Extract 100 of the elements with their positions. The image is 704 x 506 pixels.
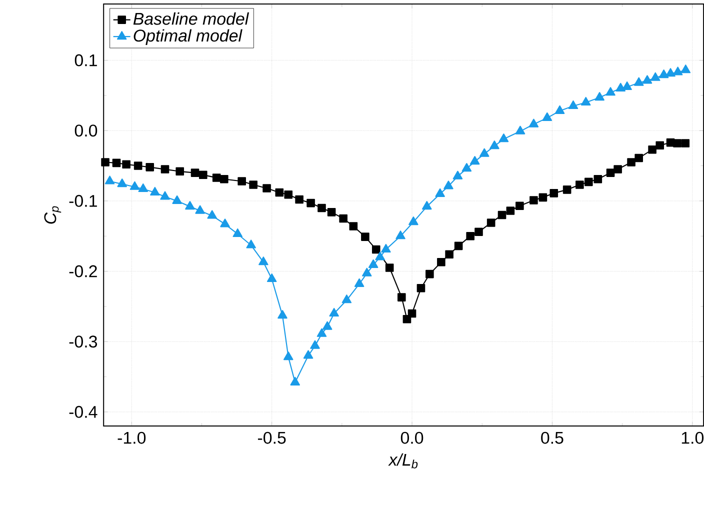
point	[284, 190, 293, 199]
y-tick-label: -0.4	[69, 406, 98, 418]
point	[528, 118, 539, 128]
point	[329, 308, 339, 317]
point	[266, 273, 277, 282]
point	[381, 244, 391, 253]
point	[680, 64, 691, 74]
point	[396, 230, 406, 240]
x-axis-title: x/L$_{b}$	[388, 453, 418, 468]
y-tick-label: 0.0	[74, 124, 98, 137]
point	[606, 87, 616, 96]
point	[190, 168, 200, 177]
y-tick-label: -0.2	[69, 265, 97, 278]
point	[634, 77, 644, 86]
point	[275, 188, 284, 197]
point	[681, 139, 690, 148]
point	[516, 202, 524, 210]
point	[327, 208, 336, 216]
point	[134, 162, 142, 170]
point	[462, 163, 472, 172]
point	[568, 100, 578, 110]
x-tick-label: -0.5	[258, 432, 286, 444]
point	[185, 201, 195, 210]
point	[150, 186, 160, 196]
x-tick-label: 0.5	[541, 432, 564, 444]
point	[172, 195, 182, 204]
legend-label: Baseline model	[133, 12, 250, 25]
point	[656, 141, 664, 150]
point	[506, 206, 515, 215]
point	[584, 178, 593, 186]
point	[658, 69, 669, 78]
point	[562, 186, 572, 194]
y-axis-title: C$_{p}$	[44, 206, 62, 224]
point	[112, 158, 121, 168]
point	[339, 214, 348, 223]
point	[195, 205, 205, 214]
point	[474, 228, 483, 236]
point	[322, 321, 332, 330]
y-tick-label: 0.1	[74, 54, 97, 66]
point	[466, 232, 474, 240]
point	[375, 252, 385, 260]
point	[426, 270, 434, 278]
x-tick-label: 1.0	[682, 432, 704, 444]
point	[122, 160, 130, 169]
point	[650, 72, 660, 81]
point	[354, 278, 364, 287]
point	[232, 228, 242, 238]
point	[538, 193, 548, 202]
point	[207, 210, 217, 219]
point	[246, 240, 256, 248]
y-tick-label: -0.1	[69, 194, 97, 207]
point	[318, 204, 326, 212]
point	[422, 201, 432, 210]
point	[580, 96, 591, 106]
point	[634, 154, 643, 162]
point	[278, 310, 288, 319]
point	[160, 165, 170, 174]
point	[130, 181, 140, 190]
point	[606, 168, 615, 177]
legend-label: Optimal model	[134, 29, 242, 45]
point	[249, 180, 258, 189]
point	[146, 163, 154, 172]
point	[444, 180, 454, 190]
point	[104, 176, 115, 184]
point	[648, 145, 656, 154]
point	[576, 180, 584, 189]
point	[554, 105, 565, 114]
point	[515, 126, 526, 134]
point	[316, 328, 327, 337]
point	[117, 178, 127, 188]
point	[160, 191, 170, 200]
point	[416, 284, 426, 292]
point	[408, 216, 418, 226]
point	[362, 268, 372, 276]
point	[372, 245, 380, 254]
point	[238, 177, 246, 186]
point	[258, 256, 268, 266]
point	[290, 376, 300, 386]
point	[594, 92, 604, 101]
point	[435, 188, 445, 197]
point	[666, 68, 676, 77]
point	[408, 309, 416, 318]
point	[101, 158, 110, 166]
point	[452, 170, 463, 180]
point	[616, 82, 626, 92]
point	[498, 210, 506, 220]
point	[342, 294, 352, 304]
point	[198, 170, 208, 180]
x-tick-label: 0.0	[400, 432, 424, 444]
point	[303, 350, 314, 359]
point	[490, 140, 500, 150]
point	[622, 81, 632, 90]
point	[530, 196, 538, 204]
point	[368, 259, 378, 268]
point	[176, 167, 184, 176]
point	[361, 232, 370, 241]
point	[437, 258, 446, 266]
point	[470, 156, 480, 165]
x-tick-label: -1.0	[118, 432, 146, 444]
point	[397, 293, 406, 302]
